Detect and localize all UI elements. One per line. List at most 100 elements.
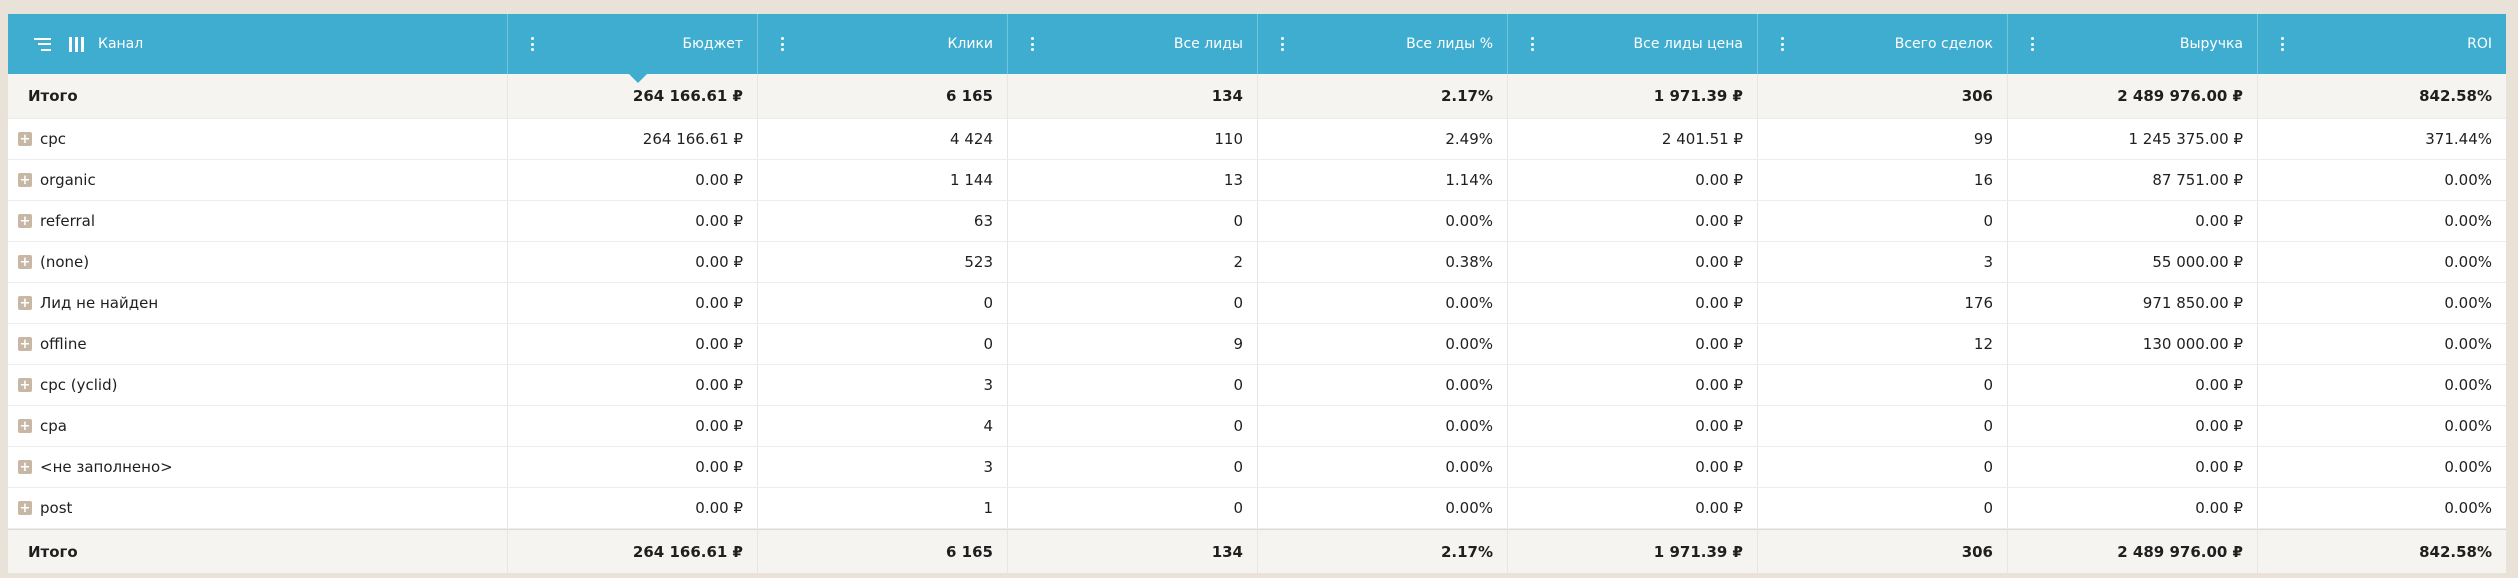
- channel-cell: + (none): [8, 242, 508, 282]
- plus-icon[interactable]: +: [18, 336, 32, 352]
- table-cell: 0.00 ₽: [1508, 242, 1758, 282]
- table-cell: 2 489 976.00 ₽: [2008, 74, 2258, 118]
- table-cell: 0.00%: [1258, 365, 1508, 405]
- table-cell: 87 751.00 ₽: [2008, 160, 2258, 200]
- header-budget-label[interactable]: Бюджет: [682, 36, 743, 52]
- report-table: Канал Бюджет Клики Все лиды Все лиды % В…: [8, 14, 2506, 573]
- channel-cell: + referral: [8, 201, 508, 241]
- header-budget[interactable]: Бюджет: [508, 14, 758, 83]
- table-cell: 264 166.61 ₽: [508, 530, 758, 573]
- table-cell: 2.17%: [1258, 74, 1508, 118]
- header-clicks[interactable]: Клики: [758, 14, 1008, 74]
- header-roi-label[interactable]: ROI: [2467, 36, 2492, 52]
- table-cell: 0: [1758, 365, 2008, 405]
- header-total-deals-label[interactable]: Всего сделок: [1894, 36, 1993, 52]
- table-cell: 0.00%: [2444, 253, 2492, 271]
- table-row: + (none) 0.00 ₽523 2 0.38% 0.00 ₽3 55 000.00 ₽…: [8, 242, 2506, 283]
- plus-icon[interactable]: +: [18, 418, 32, 434]
- table-cell: 0.00%: [1258, 488, 1508, 528]
- table-cell: 0.00 ₽: [508, 324, 758, 364]
- table-cell: 0.00%: [1258, 283, 1508, 323]
- plus-icon[interactable]: +: [18, 295, 32, 311]
- table-cell: 306: [1758, 74, 2008, 118]
- table-cell: 0: [1758, 447, 2008, 487]
- table-cell: 2 489 976.00 ₽: [2008, 530, 2258, 573]
- table-cell: 0.00 ₽: [508, 406, 758, 446]
- table-cell: 2.49%: [1258, 119, 1508, 159]
- channel-label: referral: [40, 212, 96, 230]
- table-cell: 264 166.61 ₽: [508, 119, 758, 159]
- kebab-icon[interactable]: [778, 37, 786, 51]
- table-cell: 842.58%: [2419, 87, 2492, 105]
- table-cell: 0.00 ₽: [508, 447, 758, 487]
- table-cell: 0: [1008, 201, 1258, 241]
- table-cell: 0.00 ₽: [2008, 365, 2258, 405]
- header-all-leads-price[interactable]: Все лиды цена: [1508, 14, 1758, 74]
- table-cell: 16: [1758, 160, 2008, 200]
- table-cell: 0: [1758, 201, 2008, 241]
- table-cell: 0.00 ₽: [2008, 406, 2258, 446]
- table-cell: 0.00 ₽: [508, 160, 758, 200]
- plus-icon[interactable]: +: [18, 131, 32, 147]
- kebab-icon[interactable]: [1778, 37, 1786, 51]
- channel-cell: + organic: [8, 160, 508, 200]
- table-cell: 0.00 ₽: [1508, 160, 1758, 200]
- channel-cell: + post: [8, 488, 508, 528]
- header-total-deals[interactable]: Всего сделок: [1758, 14, 2008, 74]
- total-label: Итого: [8, 530, 508, 573]
- table-cell: 264 166.61 ₽: [508, 74, 758, 118]
- header-all-leads-label[interactable]: Все лиды: [1173, 36, 1243, 52]
- table-cell: 0.00 ₽: [1508, 201, 1758, 241]
- table-cell: 9: [1008, 324, 1258, 364]
- channel-cell: + <не заполнено>: [8, 447, 508, 487]
- table-cell: 0.00 ₽: [1508, 447, 1758, 487]
- list-icon[interactable]: [34, 37, 51, 51]
- table-cell: 1 144: [758, 160, 1008, 200]
- table-cell: 1 245 375.00 ₽: [2008, 119, 2258, 159]
- table-cell: 0: [1008, 283, 1258, 323]
- kebab-icon[interactable]: [2278, 37, 2286, 51]
- header-revenue[interactable]: Выручка: [2008, 14, 2258, 74]
- header-all-leads-price-label[interactable]: Все лиды цена: [1633, 36, 1743, 52]
- kebab-icon[interactable]: [1528, 37, 1536, 51]
- kebab-icon[interactable]: [1028, 37, 1036, 51]
- plus-icon[interactable]: +: [18, 213, 32, 229]
- table-cell: 0.00%: [1258, 201, 1508, 241]
- table-row: + cpa 0.00 ₽4 0 0.00% 0.00 ₽0 0.00 ₽0.00%: [8, 406, 2506, 447]
- header-channel-label[interactable]: Канал: [98, 36, 144, 52]
- table-cell: 134: [1008, 74, 1258, 118]
- table-cell: 4: [758, 406, 1008, 446]
- plus-icon[interactable]: +: [18, 459, 32, 475]
- kebab-icon[interactable]: [528, 37, 536, 51]
- header-clicks-label[interactable]: Клики: [947, 36, 993, 52]
- kebab-icon[interactable]: [2028, 37, 2036, 51]
- plus-icon[interactable]: +: [18, 377, 32, 393]
- table-cell: 0.00%: [1258, 324, 1508, 364]
- table-cell: 0.00 ₽: [508, 242, 758, 282]
- table-cell: 1: [758, 488, 1008, 528]
- table-cell: 6 165: [758, 530, 1008, 573]
- total-row-top: Итого 264 166.61 ₽ 6 165 134 2.17% 1 971…: [8, 74, 2506, 119]
- header-all-leads-percent[interactable]: Все лиды %: [1258, 14, 1508, 74]
- table-cell: 2: [1008, 242, 1258, 282]
- table-cell: 0.00 ₽: [1508, 365, 1758, 405]
- columns-icon[interactable]: [69, 36, 84, 52]
- header-roi[interactable]: ROI: [2258, 14, 2506, 74]
- table-cell: 110: [1008, 119, 1258, 159]
- table-cell: 0.00 ₽: [508, 283, 758, 323]
- table-cell: 0.00 ₽: [2008, 447, 2258, 487]
- header-all-leads[interactable]: Все лиды: [1008, 14, 1258, 74]
- channel-label: cpc (yclid): [40, 376, 118, 394]
- channel-cell: + cpc (yclid): [8, 365, 508, 405]
- header-all-leads-percent-label[interactable]: Все лиды %: [1406, 36, 1493, 52]
- table-row: + post 0.00 ₽1 0 0.00% 0.00 ₽0 0.00 ₽0.00%: [8, 488, 2506, 529]
- kebab-icon[interactable]: [1278, 37, 1286, 51]
- table-cell: 134: [1008, 530, 1258, 573]
- header-revenue-label[interactable]: Выручка: [2179, 36, 2243, 52]
- total-label: Итого: [8, 74, 508, 118]
- table-cell: 1 971.39 ₽: [1508, 530, 1758, 573]
- plus-icon[interactable]: +: [18, 172, 32, 188]
- table-cell: 0.00 ₽: [1508, 488, 1758, 528]
- plus-icon[interactable]: +: [18, 500, 32, 516]
- plus-icon[interactable]: +: [18, 254, 32, 270]
